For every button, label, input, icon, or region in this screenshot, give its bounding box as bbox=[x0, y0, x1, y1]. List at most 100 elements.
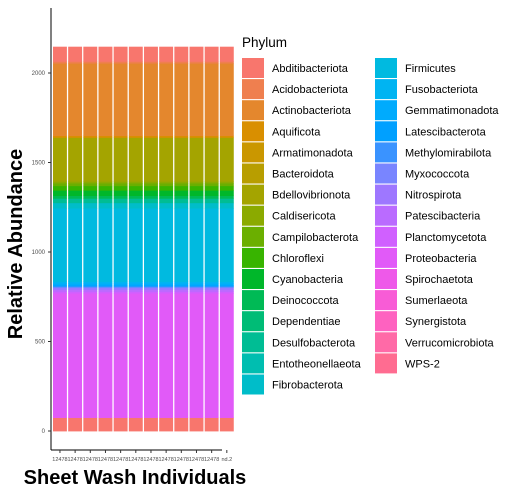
bar-segment bbox=[128, 285, 143, 287]
bar-segment bbox=[83, 286, 98, 289]
legend: Abditibacteriota Acidobacteriota Actinobac… bbox=[242, 58, 499, 395]
x-tick-label: 12478 bbox=[67, 457, 82, 463]
bar-segment bbox=[219, 61, 234, 64]
legend-swatch bbox=[242, 226, 264, 247]
bar-segment bbox=[189, 417, 204, 432]
bar-segment bbox=[174, 137, 189, 182]
x-tick-label: 12478 bbox=[143, 457, 158, 463]
legend-label: Fibrobacterota bbox=[272, 380, 344, 392]
legend-item: Planctomycetota bbox=[375, 226, 487, 247]
bar-stack bbox=[128, 46, 143, 432]
bar-segment bbox=[98, 291, 113, 294]
bar-segment bbox=[83, 135, 98, 138]
bar-segment bbox=[68, 195, 83, 199]
legend-swatch bbox=[242, 374, 264, 395]
bar-segment bbox=[219, 195, 234, 199]
bar-segment bbox=[174, 181, 189, 184]
legend-item: Desulfobacterota bbox=[242, 332, 356, 353]
bar-segment bbox=[219, 135, 234, 138]
legend-swatch bbox=[242, 353, 264, 374]
bar-segment bbox=[53, 183, 67, 187]
legend-item: WPS-2 bbox=[375, 353, 440, 374]
bar-segment bbox=[159, 46, 174, 62]
bar-segment bbox=[113, 135, 128, 138]
bar-segment bbox=[159, 185, 174, 191]
bar-segment bbox=[68, 63, 83, 137]
legend-label: Dependentiae bbox=[272, 316, 341, 328]
bar-segment bbox=[189, 283, 204, 286]
bar-segment bbox=[128, 281, 143, 284]
bar-segment bbox=[189, 61, 204, 64]
bar-segment bbox=[68, 183, 83, 187]
bar-segment bbox=[68, 293, 83, 418]
bar-segment bbox=[174, 286, 189, 289]
bar-segment bbox=[204, 185, 219, 191]
legend-item: Verrucomicrobiota bbox=[375, 332, 495, 353]
bar-segment bbox=[98, 286, 113, 288]
bar-segment bbox=[98, 185, 113, 191]
bar-segment bbox=[113, 281, 128, 284]
bar-segment bbox=[204, 289, 219, 292]
bar-segment bbox=[98, 208, 113, 282]
bar-segment bbox=[53, 283, 67, 286]
bar-segment bbox=[219, 286, 234, 289]
y-tick-label: 1500 bbox=[32, 161, 46, 167]
bar-segment bbox=[204, 285, 219, 287]
bar-segment bbox=[128, 202, 143, 209]
legend-item: Spirochaetota bbox=[375, 269, 474, 289]
bar-segment bbox=[113, 283, 128, 286]
bar-segment bbox=[204, 61, 219, 64]
legend-item: Fibrobacterota bbox=[242, 374, 344, 395]
bar-segment bbox=[68, 181, 83, 184]
bar-segment bbox=[144, 137, 158, 182]
legend-swatch bbox=[242, 100, 264, 121]
bar-segment bbox=[159, 286, 174, 288]
bar-segment bbox=[68, 202, 83, 209]
bar-segment bbox=[98, 63, 113, 137]
bar-segment bbox=[159, 137, 174, 182]
bar-stack bbox=[113, 46, 128, 432]
bar-segment bbox=[219, 183, 234, 187]
bar-segment bbox=[204, 291, 219, 294]
bar-segment bbox=[189, 46, 204, 62]
legend-swatch bbox=[375, 184, 397, 205]
bar-segment bbox=[144, 63, 158, 137]
bar-segment bbox=[128, 46, 143, 62]
y-tick-label: 500 bbox=[35, 340, 46, 346]
legend-item: Chloroflexi bbox=[242, 247, 324, 268]
bar-segment bbox=[204, 183, 219, 187]
bar-segment bbox=[83, 289, 98, 292]
x-tick-label: 12478 bbox=[113, 457, 128, 463]
bar-stack bbox=[68, 46, 83, 432]
bar-segment bbox=[113, 417, 128, 432]
bar-segment bbox=[68, 190, 83, 197]
bar-segment bbox=[144, 291, 158, 294]
x-tick-label: nd.2 bbox=[221, 457, 232, 463]
bar-segment bbox=[204, 208, 219, 282]
bar-segment bbox=[144, 61, 158, 64]
bar-segment bbox=[144, 46, 158, 62]
legend-label: Armatimonadota bbox=[272, 147, 354, 159]
bar-segment bbox=[174, 281, 189, 284]
legend-swatch bbox=[375, 121, 397, 142]
bar-segment bbox=[159, 289, 174, 292]
bar-segment bbox=[113, 202, 128, 209]
legend-label: Actinobacteriota bbox=[272, 105, 352, 117]
bar-segment bbox=[68, 137, 83, 182]
legend-label: Gemmatimonadota bbox=[405, 105, 499, 117]
bar-segment bbox=[98, 46, 113, 62]
bar-segment bbox=[53, 195, 67, 199]
bar-segment bbox=[159, 190, 174, 197]
bar-stack bbox=[174, 46, 189, 432]
bar-segment bbox=[53, 287, 67, 290]
bar-segment bbox=[144, 195, 158, 199]
bar-segment bbox=[159, 198, 174, 204]
legend-swatch bbox=[242, 290, 264, 311]
bar-segment bbox=[128, 183, 143, 187]
bar-segment bbox=[219, 46, 234, 62]
bar-segment bbox=[113, 291, 128, 294]
bar-segment bbox=[128, 283, 143, 286]
legend-item: Nitrospirota bbox=[375, 184, 462, 205]
bar-segment bbox=[128, 286, 143, 288]
